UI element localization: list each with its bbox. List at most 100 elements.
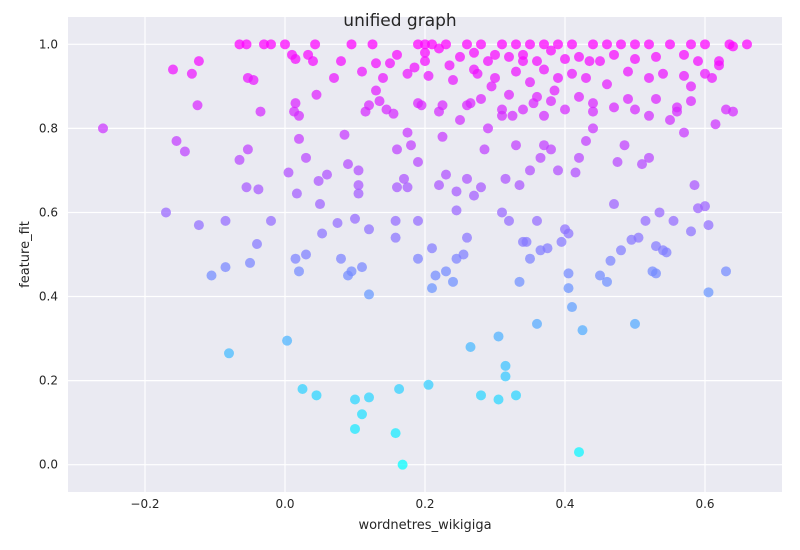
data-point: [504, 51, 514, 62]
data-point: [282, 335, 293, 346]
data-point: [493, 394, 504, 405]
data-point: [242, 144, 253, 155]
data-point: [402, 182, 413, 193]
data-point: [525, 253, 535, 264]
data-point: [310, 39, 321, 50]
data-point: [311, 89, 322, 100]
data-point: [336, 253, 346, 264]
data-point: [609, 49, 619, 60]
data-point: [728, 106, 738, 117]
data-point: [322, 169, 332, 180]
data-point: [171, 136, 182, 147]
data-point: [301, 249, 311, 260]
data-point: [451, 205, 462, 216]
data-point: [469, 64, 479, 75]
data-point: [234, 154, 245, 165]
data-point: [390, 215, 401, 226]
data-point: [357, 409, 367, 420]
data-point: [294, 133, 304, 144]
data-point: [423, 70, 434, 81]
data-point: [465, 341, 476, 352]
data-point: [686, 39, 696, 50]
data-point: [193, 56, 204, 67]
data-point: [532, 318, 542, 329]
data-point: [290, 54, 301, 65]
data-point: [420, 56, 430, 67]
data-point: [266, 215, 276, 226]
data-point: [402, 68, 413, 79]
data-point: [374, 96, 385, 107]
data-point: [574, 51, 584, 62]
x-tick-label: 0.0: [275, 497, 294, 511]
y-tick-label: 0.2: [39, 374, 58, 388]
data-point: [179, 146, 190, 157]
data-point: [241, 39, 252, 50]
data-point: [402, 127, 413, 138]
data-point: [192, 100, 203, 111]
data-point: [434, 180, 444, 191]
data-points: [98, 39, 752, 470]
data-point: [406, 140, 416, 151]
data-point: [336, 56, 346, 67]
data-point: [511, 140, 521, 151]
y-tick-label: 0.4: [39, 290, 58, 304]
data-point: [413, 157, 423, 168]
data-point: [390, 232, 401, 243]
data-point: [679, 49, 689, 60]
data-point: [462, 100, 472, 111]
x-tick-label: −0.2: [130, 497, 159, 511]
data-point: [350, 213, 360, 224]
data-point: [616, 39, 626, 50]
data-point: [563, 268, 574, 279]
data-point: [476, 390, 486, 401]
data-point: [623, 93, 633, 104]
data-point: [315, 199, 325, 210]
data-point: [98, 123, 108, 134]
data-point: [654, 207, 665, 218]
data-point: [290, 253, 301, 264]
data-point: [413, 39, 423, 50]
data-point: [252, 238, 262, 249]
data-point: [301, 152, 311, 163]
data-point: [630, 39, 640, 50]
data-point: [504, 215, 514, 226]
data-point: [665, 114, 675, 125]
data-point: [570, 167, 581, 178]
data-point: [413, 98, 423, 109]
data-point: [542, 243, 553, 254]
data-point: [609, 102, 619, 113]
data-point: [532, 215, 542, 226]
data-point: [423, 379, 434, 390]
data-point: [560, 54, 570, 65]
data-point: [514, 276, 525, 287]
data-point: [420, 39, 430, 50]
data-point: [651, 268, 661, 279]
y-axis-label: feature_fit: [18, 221, 33, 288]
data-point: [539, 110, 549, 121]
data-point: [602, 276, 612, 287]
data-point: [588, 123, 598, 134]
data-point: [658, 68, 668, 79]
x-tick-label: 0.2: [415, 497, 434, 511]
data-point: [371, 58, 381, 69]
data-point: [420, 47, 430, 58]
data-point: [434, 43, 444, 54]
data-point: [427, 283, 437, 294]
y-tick-label: 0.8: [39, 121, 58, 135]
data-point: [193, 220, 204, 231]
x-tick-label: 0.4: [555, 497, 574, 511]
chart-title: unified graph: [343, 11, 456, 31]
data-point: [619, 140, 630, 151]
data-point: [490, 72, 500, 83]
data-point: [385, 58, 395, 69]
x-tick-label: 0.6: [695, 497, 714, 511]
data-point: [493, 331, 504, 342]
data-point: [399, 173, 409, 184]
data-point: [679, 127, 689, 138]
data-point: [525, 165, 535, 176]
data-point: [644, 152, 654, 163]
data-point: [563, 283, 574, 294]
data-point: [588, 98, 598, 109]
data-point: [497, 207, 507, 218]
data-point: [630, 104, 640, 115]
